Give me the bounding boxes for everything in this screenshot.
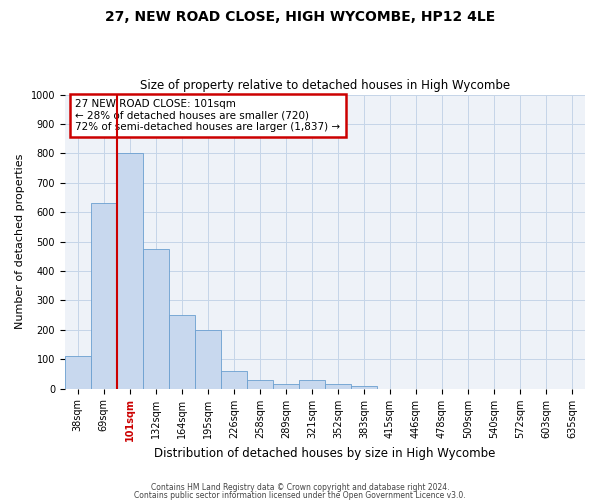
Bar bbox=[91, 204, 117, 388]
Bar bbox=[143, 249, 169, 388]
Text: Contains HM Land Registry data © Crown copyright and database right 2024.: Contains HM Land Registry data © Crown c… bbox=[151, 484, 449, 492]
Text: Contains public sector information licensed under the Open Government Licence v3: Contains public sector information licen… bbox=[134, 491, 466, 500]
Title: Size of property relative to detached houses in High Wycombe: Size of property relative to detached ho… bbox=[140, 79, 510, 92]
Bar bbox=[299, 380, 325, 388]
Bar bbox=[351, 386, 377, 388]
Bar bbox=[325, 384, 351, 388]
Text: 27, NEW ROAD CLOSE, HIGH WYCOMBE, HP12 4LE: 27, NEW ROAD CLOSE, HIGH WYCOMBE, HP12 4… bbox=[105, 10, 495, 24]
Text: 27 NEW ROAD CLOSE: 101sqm
← 28% of detached houses are smaller (720)
72% of semi: 27 NEW ROAD CLOSE: 101sqm ← 28% of detac… bbox=[75, 99, 340, 132]
Y-axis label: Number of detached properties: Number of detached properties bbox=[15, 154, 25, 330]
Bar bbox=[169, 315, 195, 388]
Bar bbox=[117, 154, 143, 388]
Bar bbox=[221, 371, 247, 388]
X-axis label: Distribution of detached houses by size in High Wycombe: Distribution of detached houses by size … bbox=[154, 447, 496, 460]
Bar bbox=[195, 330, 221, 388]
Bar bbox=[273, 384, 299, 388]
Bar bbox=[247, 380, 273, 388]
Bar bbox=[65, 356, 91, 388]
